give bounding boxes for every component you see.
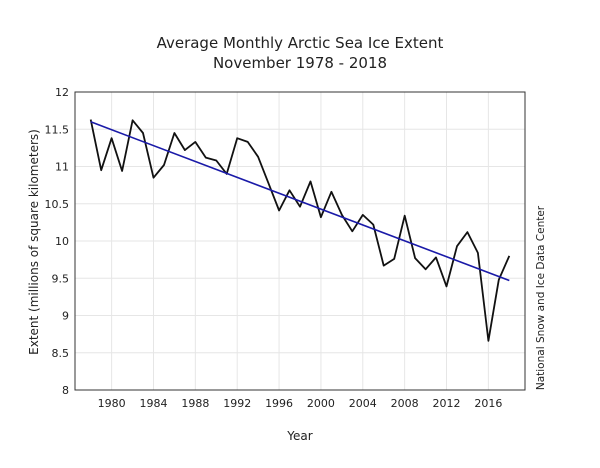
x-tick-label: 1992 [223,397,251,410]
x-tick-label: 1980 [98,397,126,410]
x-tick-label: 2008 [391,397,419,410]
y-tick-label: 8.5 [52,347,70,360]
y-tick-label: 10 [55,235,69,248]
y-tick-label: 11.5 [45,123,70,136]
credit-label: National Snow and Ice Data Center [535,205,547,390]
chart-subtitle: November 1978 - 2018 [213,54,387,72]
x-tick-label: 1988 [181,397,209,410]
x-tick-label: 2012 [433,397,461,410]
x-tick-label: 2004 [349,397,377,410]
data-series-line [89,119,511,342]
x-axis-label: Year [286,429,312,443]
y-tick-label: 9 [62,310,69,323]
y-tick-label: 11 [55,161,69,174]
y-tick-label: 9.5 [52,272,70,285]
grid [75,91,525,391]
trend-line [90,121,510,282]
x-tick-label: 2016 [474,397,502,410]
x-tick-label: 1996 [265,397,293,410]
x-tick-label: 2000 [307,397,335,410]
x-tick-label: 1984 [139,397,167,410]
y-tick-label: 12 [55,86,69,99]
plot-area [74,91,526,391]
y-tick-label: 8 [62,384,69,397]
chart-title: Average Monthly Arctic Sea Ice Extent [157,34,444,52]
tick-labels: 8 8.5 9 9.5 10 10.5 11 11.5 12 1980 1984 1988 1992 19… [45,86,503,410]
series [89,119,511,342]
y-tick-label: 10.5 [45,198,70,211]
y-axis-label: Extent (millions of square kilometers) [27,129,41,355]
